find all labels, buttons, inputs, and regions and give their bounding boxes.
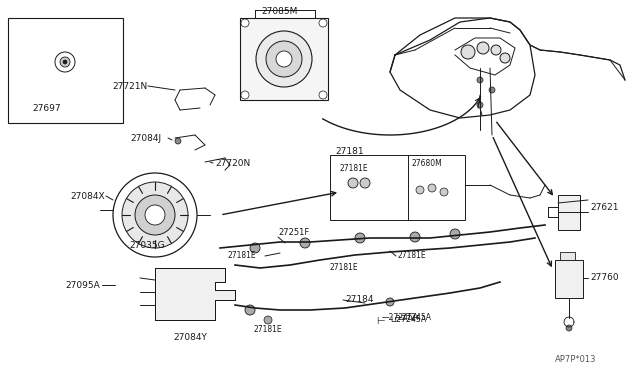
Circle shape [355,233,365,243]
Circle shape [250,243,260,253]
Circle shape [245,305,255,315]
Polygon shape [155,268,235,320]
Circle shape [428,184,436,192]
Text: 27181E: 27181E [340,164,369,173]
Bar [555,260,583,298]
Circle shape [135,195,175,235]
Circle shape [410,232,420,242]
Bar [240,18,328,100]
Text: —27245A: —27245A [382,314,419,323]
Bar [330,155,465,220]
Circle shape [319,91,327,99]
Circle shape [175,138,181,144]
Circle shape [386,298,394,306]
Circle shape [266,41,302,77]
Circle shape [113,173,197,257]
Circle shape [300,238,310,248]
Circle shape [477,42,489,54]
Text: 27720N: 27720N [215,158,250,167]
Circle shape [477,77,483,83]
Text: 27184: 27184 [345,295,374,305]
Text: 27621: 27621 [590,202,618,212]
Text: 27084J: 27084J [130,134,161,142]
Circle shape [145,205,165,225]
Text: 27181E: 27181E [228,250,257,260]
Text: 27697: 27697 [33,103,61,112]
Circle shape [276,51,292,67]
Text: AP7P*013: AP7P*013 [555,356,596,365]
Text: 27181E: 27181E [330,263,358,273]
Text: 27680M: 27680M [412,158,443,167]
Circle shape [360,178,370,188]
Circle shape [416,186,424,194]
Text: 27095A: 27095A [65,280,100,289]
Text: $\sqcup$27245A: $\sqcup$27245A [390,312,428,324]
Text: 27251F: 27251F [278,228,309,237]
Bar [8,18,123,123]
Circle shape [477,102,483,108]
Circle shape [264,316,272,324]
Text: $\vdash$: $\vdash$ [375,314,387,326]
Bar [560,252,575,260]
Text: 27181E: 27181E [398,250,427,260]
Text: 27084X: 27084X [70,192,105,201]
Text: 27760: 27760 [590,273,619,282]
Circle shape [500,53,510,63]
Text: 27084Y: 27084Y [173,334,207,343]
Circle shape [256,31,312,87]
Circle shape [319,19,327,27]
Circle shape [55,52,75,72]
Bar [558,195,580,230]
Circle shape [241,91,249,99]
Circle shape [450,229,460,239]
Text: 27721N: 27721N [113,81,148,90]
Text: —27245A: —27245A [395,314,432,323]
Circle shape [122,182,188,248]
Circle shape [63,60,67,64]
Circle shape [440,188,448,196]
Circle shape [241,19,249,27]
Text: 27181: 27181 [335,147,364,155]
Text: 27035G: 27035G [129,241,165,250]
Circle shape [491,45,501,55]
Circle shape [461,45,475,59]
Circle shape [60,57,70,67]
Text: 27085M: 27085M [262,6,298,16]
Text: 27181E: 27181E [253,326,282,334]
Circle shape [566,325,572,331]
Circle shape [348,178,358,188]
Circle shape [489,87,495,93]
